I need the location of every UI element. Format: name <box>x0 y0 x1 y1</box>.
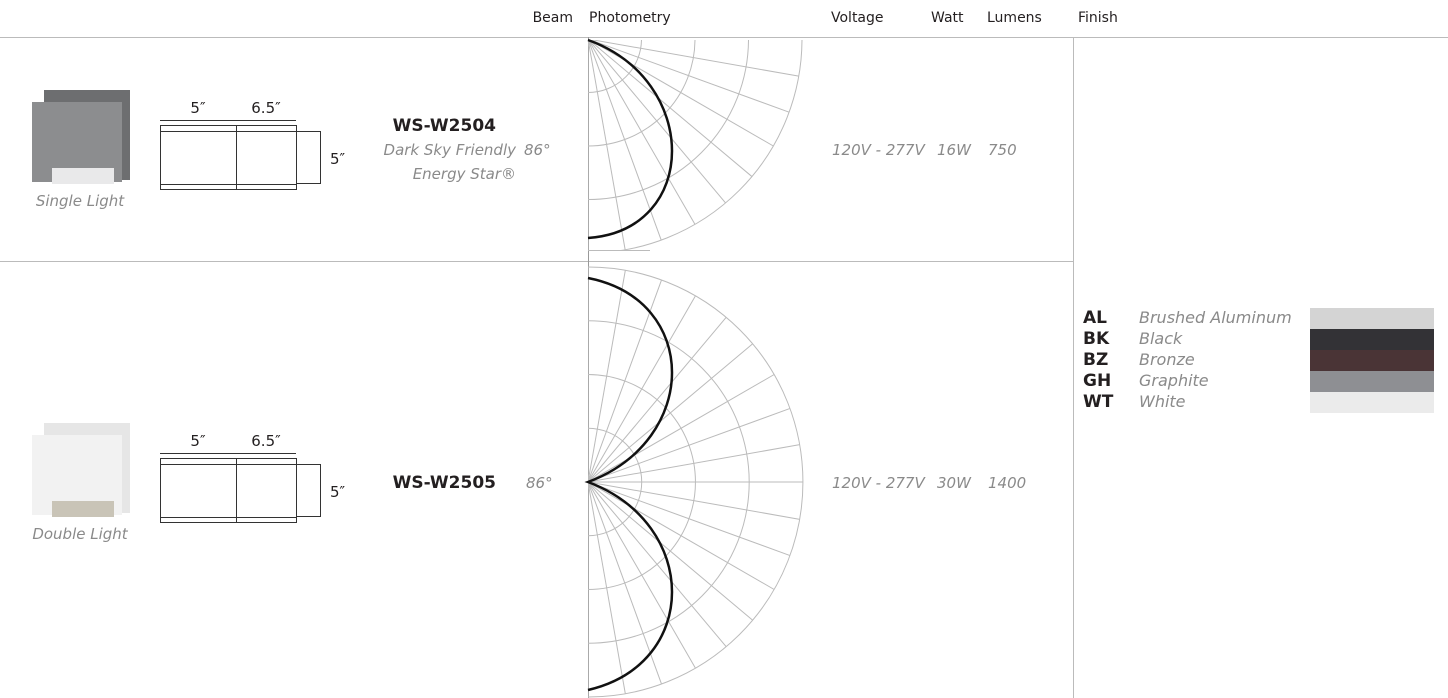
grid-line <box>588 481 800 520</box>
finish-name: Graphite <box>1139 371 1209 390</box>
photometry-curve <box>587 38 674 240</box>
dimension-box <box>296 131 321 184</box>
lumens: 750 <box>988 141 1017 159</box>
grid-line <box>588 481 754 621</box>
grid-line <box>588 40 696 225</box>
finish-code: GH <box>1083 371 1112 391</box>
header-finish: Finish <box>1078 10 1118 26</box>
header-watt: Watt <box>931 10 964 26</box>
dimension-box <box>160 125 237 190</box>
model-note: Dark Sky Friendly <box>383 141 516 159</box>
finish-swatch <box>1310 350 1434 371</box>
grid-line <box>588 444 800 483</box>
image-label: Single Light <box>35 192 125 210</box>
dimension-width: 5″ <box>190 99 206 117</box>
dimension-depth: 6.5″ <box>251 99 281 117</box>
grid-line <box>588 407 791 483</box>
dimension-box <box>236 458 297 523</box>
finish-swatch <box>1310 329 1434 350</box>
finish-code: BZ <box>1083 350 1109 370</box>
model-number: WS-W2505 <box>392 473 496 493</box>
grid-line <box>588 40 696 147</box>
grid-line <box>588 481 727 648</box>
grid-line <box>613 40 803 251</box>
grid-line <box>588 481 791 557</box>
grid-line <box>588 40 749 200</box>
grid-line <box>588 481 626 694</box>
photometry-grid <box>588 40 803 251</box>
wattage: 30W <box>937 474 971 492</box>
dimension-height: 5″ <box>330 483 346 501</box>
header-voltage: Voltage <box>831 10 884 26</box>
grid-line <box>588 40 642 93</box>
finish-code: BK <box>1083 329 1110 349</box>
grid-line <box>588 40 726 204</box>
grid-line <box>588 481 696 669</box>
header-lumens: Lumens <box>987 10 1042 26</box>
dimension-box <box>236 125 297 190</box>
dimension-height: 5″ <box>330 150 346 168</box>
lumens: 1400 <box>988 474 1027 492</box>
dimension-box <box>160 458 237 523</box>
grid-line <box>588 343 754 483</box>
finish-swatch <box>1310 371 1434 392</box>
grid-line <box>588 40 662 241</box>
grid-line <box>588 40 626 250</box>
grid-line <box>588 374 775 483</box>
wattage: 16W <box>937 141 971 159</box>
finish-swatch <box>1310 392 1434 413</box>
dimension-depth: 6.5″ <box>251 432 281 450</box>
dimension-width: 5″ <box>190 432 206 450</box>
photometry-grid <box>588 266 804 698</box>
model-number: WS-W2504 <box>392 116 496 136</box>
finish-name: Black <box>1139 329 1183 348</box>
model-note: Energy Star® <box>412 165 516 183</box>
grid-line <box>589 40 790 113</box>
fixture-image <box>52 501 114 517</box>
grid-line <box>590 40 799 77</box>
grid-line <box>588 295 696 483</box>
finish-code: AL <box>1083 308 1107 328</box>
fixture-image <box>52 168 114 184</box>
grid-line <box>588 481 775 590</box>
grid-line <box>588 481 663 685</box>
header-photometry: Photometry <box>589 10 671 26</box>
dimension-box <box>296 464 321 517</box>
grid-line <box>588 40 753 177</box>
grid-line <box>588 270 626 483</box>
header-beam: Beam <box>532 10 573 26</box>
finish-name: Bronze <box>1139 350 1195 369</box>
finish-code: WT <box>1083 392 1114 412</box>
grid-line <box>588 316 727 483</box>
finish-name: Brushed Aluminum <box>1139 308 1292 327</box>
photometry-curve <box>584 276 674 692</box>
finish-name: White <box>1139 392 1186 411</box>
beam-angle: 86° <box>524 141 551 159</box>
beam-angle: 86° <box>526 474 553 492</box>
image-label: Double Light <box>32 525 128 543</box>
voltage: 120V - 277V <box>832 141 925 159</box>
finish-swatch <box>1310 308 1434 329</box>
voltage: 120V - 277V <box>832 474 925 492</box>
grid-line <box>588 279 663 483</box>
